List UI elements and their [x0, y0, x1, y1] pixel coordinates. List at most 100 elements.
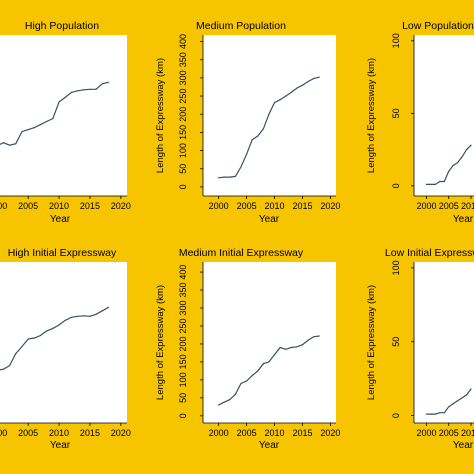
- x-axis-label: Year: [453, 440, 474, 451]
- y-tick-label: 250: [178, 89, 188, 104]
- y-tick-label: 50: [391, 108, 401, 118]
- data-point: [21, 131, 23, 133]
- y-axis-label: Length of Expressway (km): [155, 285, 166, 400]
- data-point: [470, 144, 472, 146]
- x-tick-label: 2015: [292, 428, 312, 438]
- data-point: [234, 175, 236, 177]
- x-tick-label: 2010: [461, 428, 474, 438]
- data-point: [466, 394, 468, 396]
- x-tick-label: 2010: [49, 428, 69, 438]
- data-point: [313, 336, 315, 338]
- x-tick-label: 2005: [18, 428, 38, 438]
- data-point: [443, 412, 445, 414]
- y-tick-label: 200: [178, 336, 188, 351]
- data-point: [262, 128, 264, 130]
- y-tick-label: 250: [178, 318, 188, 333]
- x-tick-label: 2020: [320, 201, 340, 211]
- data-point: [58, 324, 60, 326]
- data-point: [434, 183, 436, 185]
- data-point: [251, 375, 253, 377]
- data-point: [439, 180, 441, 183]
- chart-panel-1: High Population 2000 2005 2010 2015 2020 Year: [0, 20, 131, 225]
- data-point: [452, 164, 454, 167]
- data-point: [434, 413, 436, 415]
- y-tick-label: 300: [178, 70, 188, 85]
- data-point: [58, 101, 60, 103]
- y-tick-label: 50: [391, 337, 401, 347]
- data-point: [89, 315, 91, 317]
- x-tick-label: 2015: [80, 428, 100, 438]
- data-point: [430, 413, 432, 415]
- data-point: [234, 393, 236, 395]
- data-point: [2, 368, 5, 370]
- data-point: [461, 397, 463, 399]
- x-tick-label: 2000: [0, 428, 7, 438]
- y-tick-label: 150: [178, 354, 188, 369]
- x-tick-label: 2020: [320, 428, 340, 438]
- data-point: [268, 361, 270, 363]
- data-point: [273, 102, 276, 104]
- data-point: [46, 120, 48, 123]
- data-point: [218, 177, 220, 179]
- x-tick-label: 2010: [461, 201, 474, 211]
- data-point: [257, 135, 259, 137]
- data-point: [251, 139, 253, 141]
- data-point: [21, 345, 23, 348]
- data-point: [33, 337, 36, 339]
- data-point: [457, 400, 459, 402]
- data-point: [296, 346, 298, 348]
- plot-area: [203, 35, 336, 196]
- x-tick-label: 2015: [292, 201, 312, 211]
- data-point: [240, 382, 242, 385]
- x-tick-label: 2020: [111, 428, 131, 438]
- data-point: [439, 412, 441, 414]
- y-axis-label: Length of Expressway (km): [366, 58, 377, 173]
- data-point: [39, 124, 42, 126]
- y-tick-label: 50: [178, 164, 188, 174]
- data-point: [229, 176, 231, 178]
- plot-area: [414, 262, 474, 423]
- data-point: [64, 319, 66, 321]
- data-point: [52, 327, 54, 329]
- x-axis-label: Year: [259, 214, 280, 225]
- data-point: [70, 316, 72, 318]
- data-point: [27, 338, 29, 340]
- data-point: [443, 180, 445, 183]
- data-point: [9, 365, 11, 367]
- x-tick-label: 2005: [18, 201, 38, 211]
- data-point: [101, 83, 103, 85]
- x-tick-label: 2010: [265, 201, 285, 211]
- data-point: [425, 183, 428, 185]
- x-axis-label: Year: [259, 440, 280, 451]
- data-point: [461, 156, 463, 158]
- data-point: [452, 403, 454, 405]
- x-tick-label: 2020: [111, 201, 131, 211]
- x-tick-label: 2000: [416, 201, 436, 211]
- plot-area: [203, 262, 336, 423]
- x-axis-label: Year: [50, 214, 71, 225]
- plot-area: [0, 262, 127, 423]
- y-tick-label: 100: [391, 33, 401, 48]
- y-tick-label: 100: [178, 372, 188, 387]
- data-point: [430, 183, 432, 185]
- data-point: [15, 353, 17, 355]
- x-tick-label: 2000: [209, 201, 229, 211]
- y-tick-label: 50: [178, 393, 188, 403]
- data-point: [279, 99, 281, 101]
- data-point: [448, 170, 450, 172]
- chart-title: Medium Population: [196, 20, 286, 32]
- data-point: [285, 348, 287, 350]
- data-point: [246, 153, 248, 155]
- data-point: [101, 310, 103, 312]
- y-tick-label: 100: [391, 260, 401, 275]
- x-tick-label: 2005: [439, 201, 459, 211]
- data-point: [9, 144, 11, 146]
- data-point: [470, 388, 472, 390]
- data-point: [83, 89, 85, 91]
- data-point: [290, 91, 292, 93]
- chart-panel-4: High Initial Expressway 2000 2005 2010 2015 2…: [0, 247, 131, 451]
- y-tick-label: 0: [391, 183, 401, 188]
